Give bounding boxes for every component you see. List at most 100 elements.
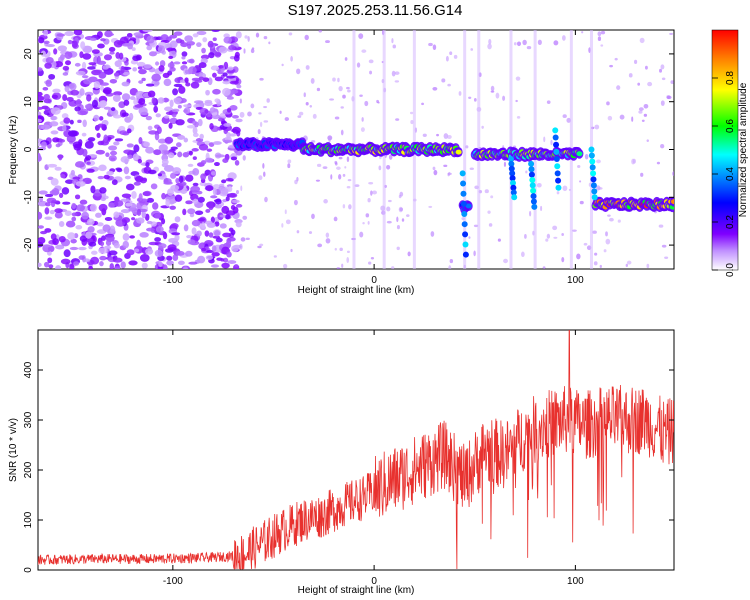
noise-speck xyxy=(325,232,330,238)
noise-blob xyxy=(231,245,239,252)
noise-speck xyxy=(243,48,246,54)
noise-blob xyxy=(138,137,143,145)
noise-speck xyxy=(639,37,645,44)
noise-blob xyxy=(133,32,144,37)
noise-speck xyxy=(268,41,271,45)
noise-blob xyxy=(166,255,173,261)
dip-feature xyxy=(590,176,597,183)
noise-speck xyxy=(386,220,392,224)
noise-blob xyxy=(175,177,180,184)
noise-speck xyxy=(346,250,350,253)
noise-blob xyxy=(43,98,52,104)
noise-blob xyxy=(167,62,175,69)
noise-blob xyxy=(226,107,232,113)
noise-blob xyxy=(85,155,92,161)
noise-blob xyxy=(188,58,195,64)
noise-speck xyxy=(571,229,577,232)
noise-blob xyxy=(61,113,69,119)
noise-blob xyxy=(38,111,42,117)
noise-speck xyxy=(546,233,551,239)
noise-blob xyxy=(212,141,222,145)
noise-blob xyxy=(103,106,112,110)
noise-speck xyxy=(638,110,643,114)
noise-blob xyxy=(174,216,181,223)
noise-blob xyxy=(38,91,43,97)
noise-speck xyxy=(579,200,584,205)
noise-blob xyxy=(126,128,132,134)
noise-speck xyxy=(279,110,282,114)
dip-feature xyxy=(462,251,469,258)
noise-speck xyxy=(487,210,491,214)
noise-blob xyxy=(208,232,214,238)
noise-speck xyxy=(640,172,644,177)
noise-blob xyxy=(235,221,242,228)
noise-speck xyxy=(346,186,351,189)
colorbar-gradient xyxy=(711,29,739,271)
noise-blob xyxy=(103,54,113,61)
noise-blob xyxy=(48,73,56,80)
noise-blob xyxy=(42,86,49,91)
noise-speck xyxy=(443,133,449,139)
noise-blob xyxy=(110,150,118,156)
noise-blob xyxy=(121,112,129,117)
noise-speck xyxy=(342,173,346,177)
noise-blob xyxy=(194,79,203,83)
noise-blob xyxy=(126,32,133,38)
noise-blob xyxy=(97,140,105,146)
noise-blob xyxy=(212,187,217,196)
noise-blob xyxy=(136,61,146,67)
noise-blob xyxy=(60,173,66,179)
noise-blob xyxy=(100,38,106,42)
noise-blob xyxy=(49,209,55,215)
noise-blob xyxy=(187,208,196,215)
noise-blob xyxy=(212,88,221,95)
noise-blob xyxy=(40,141,47,149)
noise-blob xyxy=(75,70,86,76)
noise-speck xyxy=(672,171,674,176)
noise-blob xyxy=(52,238,59,246)
noise-blob xyxy=(173,83,183,88)
noise-speck xyxy=(339,247,343,252)
noise-blob xyxy=(169,66,176,72)
dip-feature xyxy=(462,241,469,248)
noise-blob xyxy=(153,149,162,156)
noise-blob xyxy=(150,183,158,190)
noise-speck xyxy=(310,78,315,84)
noise-blob xyxy=(165,111,174,116)
noise-blob xyxy=(104,32,115,37)
ridge-core xyxy=(576,151,583,157)
noise-speck xyxy=(626,260,632,265)
noise-speck xyxy=(290,248,293,253)
noise-blob xyxy=(211,252,220,257)
noise-speck xyxy=(298,111,304,116)
noise-speck xyxy=(646,263,650,269)
noise-blob xyxy=(183,104,192,108)
noise-speck xyxy=(490,90,495,93)
noise-blob xyxy=(200,173,207,181)
noise-blob xyxy=(177,260,185,265)
noise-blob xyxy=(98,116,104,121)
noise-speck xyxy=(545,238,549,242)
ridge-core xyxy=(671,199,674,205)
dip-feature xyxy=(531,203,538,210)
noise-speck xyxy=(259,243,264,247)
noise-blob xyxy=(197,255,206,264)
noise-speck xyxy=(637,82,641,86)
noise-speck xyxy=(309,104,313,108)
noise-blob xyxy=(187,163,194,167)
noise-blob xyxy=(145,115,152,121)
noise-blob xyxy=(121,81,130,87)
noise-speck xyxy=(347,89,351,93)
noise-speck xyxy=(660,100,665,106)
noise-blob xyxy=(184,77,189,84)
noise-blob xyxy=(61,187,70,195)
noise-speck xyxy=(235,44,239,48)
noise-blob xyxy=(50,115,58,121)
noise-blob xyxy=(197,217,206,222)
noise-speck xyxy=(322,166,328,170)
noise-blob xyxy=(57,45,68,52)
noise-speck xyxy=(296,68,301,75)
noise-blob xyxy=(161,192,166,200)
noise-blob xyxy=(68,83,75,89)
noise-speck xyxy=(304,34,309,41)
